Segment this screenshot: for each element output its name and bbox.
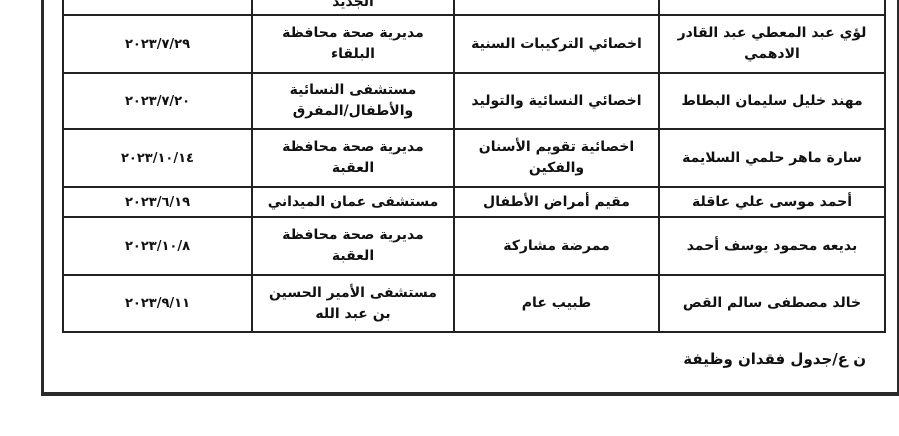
name-cell: مهند خليل سليمان البطاط xyxy=(658,72,886,130)
date-cell: ٢٠٢٣/٩/١١ xyxy=(62,274,253,333)
name-cell: بديعه محمود يوسف أحمد xyxy=(658,216,886,276)
job-cell: اخصائي النسائية والتوليد xyxy=(453,72,660,130)
table-row: خالد مصطفى سالم القص طبيب عام مستشفى الأ… xyxy=(62,274,886,333)
date-cell: ٢٠٢٣/٧/٢٠ xyxy=(62,72,253,130)
name-cell: سارة ماهر حلمي السلايمة xyxy=(658,128,886,188)
date-cell: ٢٠٢٣/٦/١٩ xyxy=(62,186,253,218)
footer-note: ن ع/جدول فقدان وظيفة xyxy=(683,350,866,368)
table-row: بديعه محمود يوسف أحمد ممرضة مشاركة مديري… xyxy=(62,216,886,276)
location-cell: مديرية صحة محافظة البلقاء xyxy=(251,14,455,74)
job-cell xyxy=(453,0,660,16)
name-cell xyxy=(658,0,886,16)
job-cell: اخصائي التركيبات السنية xyxy=(453,14,660,74)
date-cell: ٢٠٢٣/١٠/١٤ xyxy=(62,128,253,188)
document-frame xyxy=(41,0,899,396)
date-cell xyxy=(62,0,253,16)
date-cell: ٢٠٢٣/١٠/٨ xyxy=(62,216,253,276)
date-cell: ٢٠٢٣/٧/٢٩ xyxy=(62,14,253,74)
table-row: سارة ماهر حلمي السلايمة اخصائية تقويم ال… xyxy=(62,128,886,188)
job-cell: مقيم أمراض الأطفال xyxy=(453,186,660,218)
location-cell: مستشفى النسائية والأطفال/المفرق xyxy=(251,72,455,130)
table-row-partial: الجديد xyxy=(62,0,886,16)
name-cell: لؤي عبد المعطي عبد القادر الادهمي xyxy=(658,14,886,74)
location-cell: الجديد xyxy=(251,0,455,16)
job-cell: طبيب عام xyxy=(453,274,660,333)
name-cell: أحمد موسى علي عاقلة xyxy=(658,186,886,218)
name-cell: خالد مصطفى سالم القص xyxy=(658,274,886,333)
table-row: أحمد موسى علي عاقلة مقيم أمراض الأطفال م… xyxy=(62,186,886,218)
location-cell: مستشفى عمان الميداني xyxy=(251,186,455,218)
job-cell: ممرضة مشاركة xyxy=(453,216,660,276)
job-loss-table: الجديد لؤي عبد المعطي عبد القادر الادهمي… xyxy=(62,0,886,333)
location-cell: مستشفى الأمير الحسين بن عبد الله xyxy=(251,274,455,333)
table-row: لؤي عبد المعطي عبد القادر الادهمي اخصائي… xyxy=(62,14,886,74)
table-row: مهند خليل سليمان البطاط اخصائي النسائية … xyxy=(62,72,886,130)
job-cell: اخصائية تقويم الأسنان والفكين xyxy=(453,128,660,188)
location-cell: مديرية صحة محافظة العقبة xyxy=(251,128,455,188)
location-cell: مديرية صحة محافظة العقبة xyxy=(251,216,455,276)
